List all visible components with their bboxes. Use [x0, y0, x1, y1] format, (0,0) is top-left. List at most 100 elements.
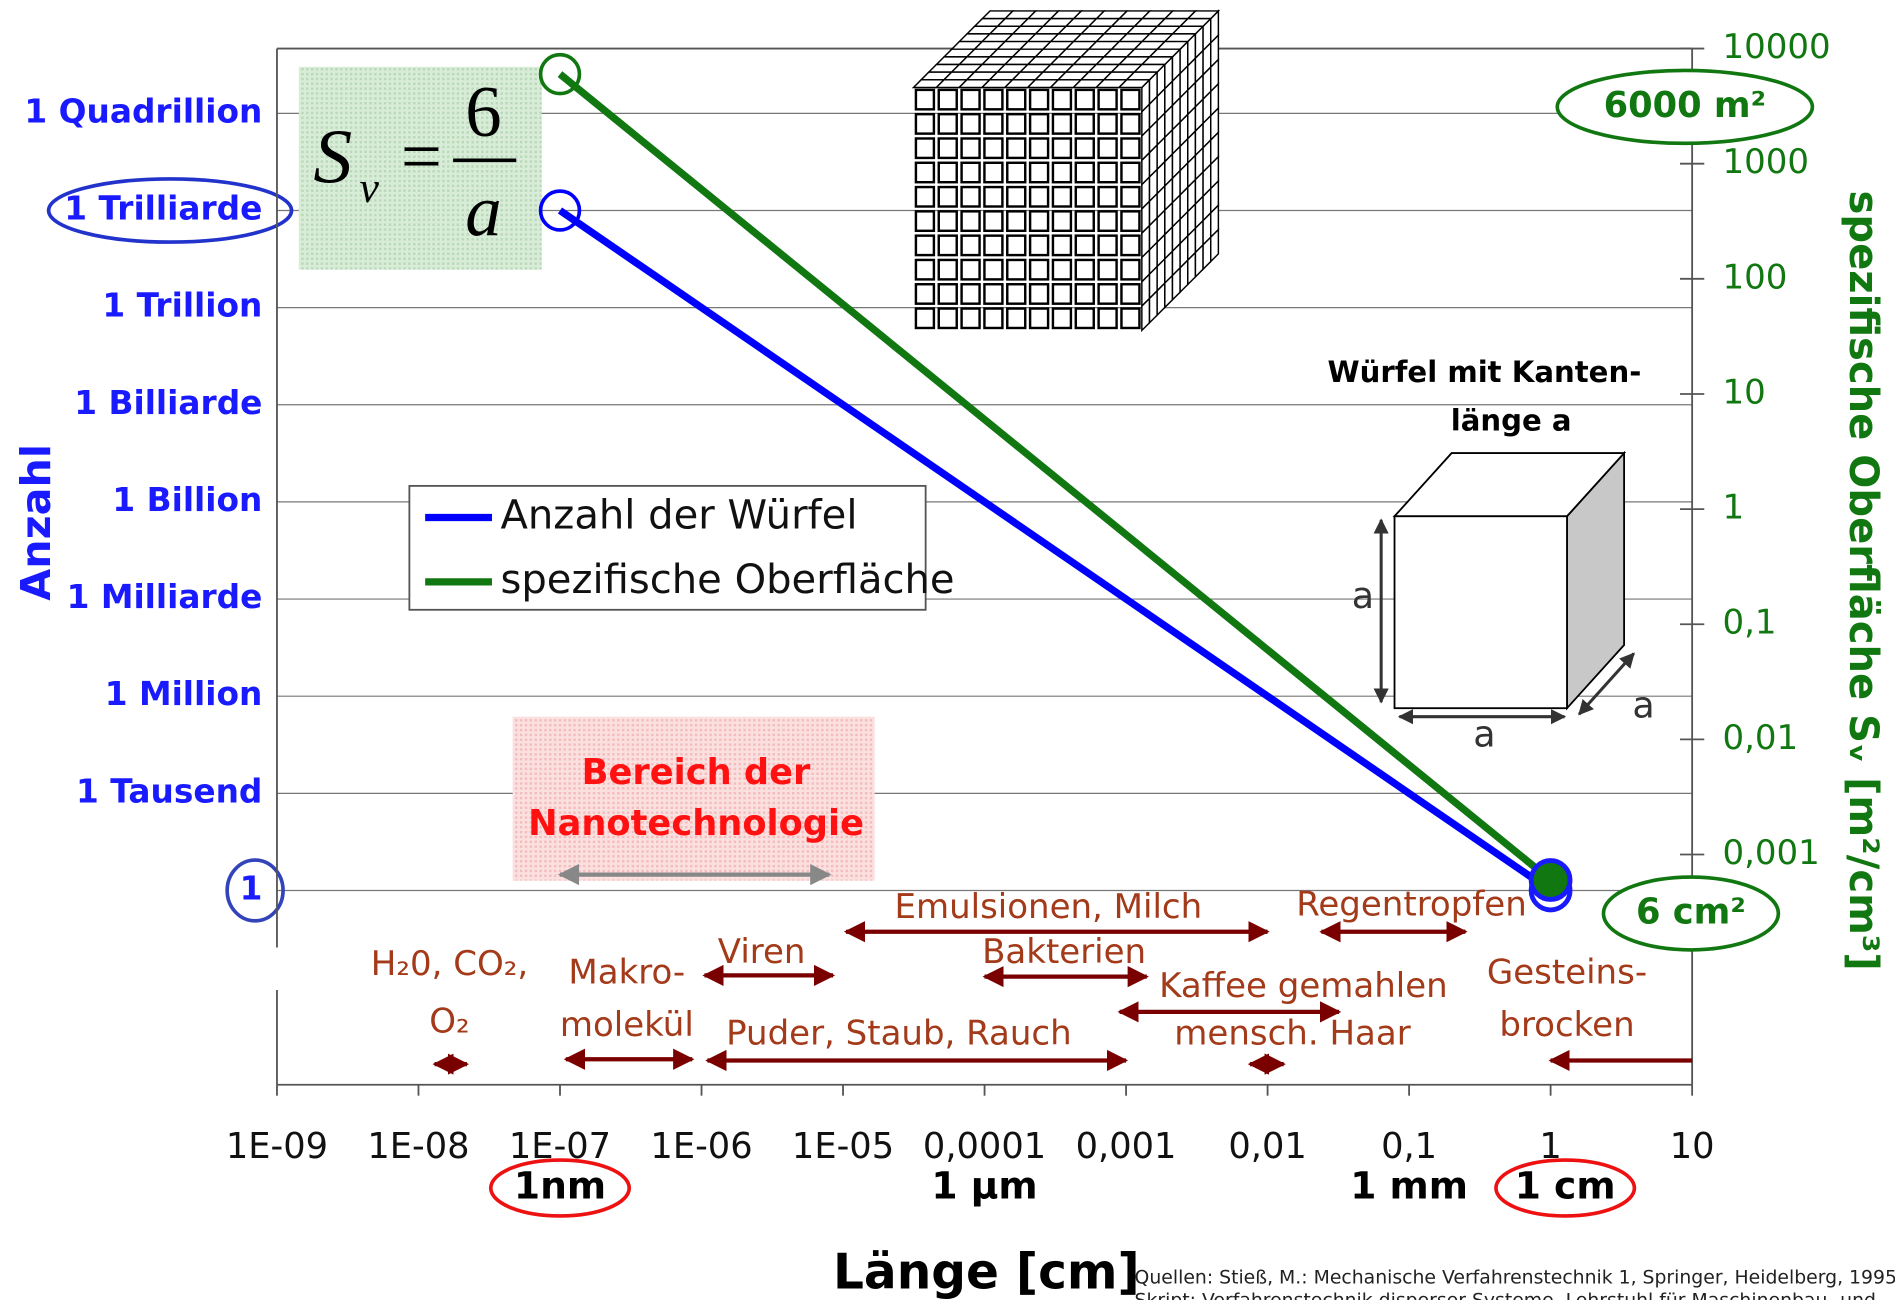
- cube-cell: [1121, 114, 1139, 133]
- cube-cell: [916, 211, 934, 230]
- cube-cell: [1053, 309, 1071, 328]
- range-label: Emulsionen, Milch: [894, 887, 1202, 927]
- chart: 11 Tausend1 Million1 Milliarde1 Billion1…: [0, 0, 1895, 1300]
- cube-cell: [1007, 236, 1025, 255]
- formula-denominator: a: [465, 170, 501, 251]
- legend-label: Anzahl der Würfel: [500, 492, 857, 538]
- y2-tick-label: 10: [1722, 372, 1765, 412]
- cube-cell: [1121, 309, 1139, 328]
- cube-cell: [1121, 211, 1139, 230]
- cube-cell: [1099, 211, 1117, 230]
- y2-tick-label: 1000: [1722, 142, 1809, 182]
- cube-cell: [1030, 309, 1048, 328]
- cube-cell: [916, 90, 934, 109]
- cube-cell: [1053, 187, 1071, 206]
- cube-cell: [1030, 138, 1048, 157]
- cube-cell: [984, 138, 1002, 157]
- source-text: Quellen: Stieß, M.: Mechanische Verfahre…: [1135, 1267, 1895, 1288]
- cube-cell: [1053, 236, 1071, 255]
- cube-cell: [1121, 138, 1139, 157]
- formula-numerator: 6: [465, 71, 501, 152]
- y2-axis-title: spezifische Oberfläche Sᵥ [m²/cm³]: [1840, 191, 1886, 971]
- cube-cell: [1030, 284, 1048, 303]
- cube-cell: [939, 260, 957, 279]
- cube-cell: [984, 90, 1002, 109]
- cube-cell: [1053, 114, 1071, 133]
- cube-cell: [962, 114, 980, 133]
- cube-cell: [1076, 187, 1094, 206]
- x-tick-label: 0,1: [1381, 1126, 1437, 1167]
- cube-cell: [1030, 236, 1048, 255]
- cube-cell: [1099, 138, 1117, 157]
- y-tick-label: 1 Billion: [112, 481, 262, 519]
- value-label: 6000 m²: [1604, 85, 1766, 126]
- cube-cell: [1053, 284, 1071, 303]
- cube-grid: [913, 11, 1218, 330]
- x-tick-label: 1E-08: [367, 1126, 469, 1167]
- cube-cell: [984, 309, 1002, 328]
- cube-cell: [1121, 260, 1139, 279]
- cube-cell: [1007, 260, 1025, 279]
- y2-tick-label: 0,001: [1722, 833, 1819, 873]
- cube-cell: [939, 138, 957, 157]
- formula-equals: =: [401, 116, 442, 197]
- y-tick-label: 1 Trillion: [102, 287, 262, 325]
- cube-cell: [1121, 236, 1139, 255]
- page: {"chart_data": { "type": "line", "x_titl…: [0, 0, 1895, 1300]
- cube-cell: [916, 187, 934, 206]
- x-tick-label: 1E-05: [792, 1126, 894, 1167]
- unit-label: 1 mm: [1350, 1164, 1468, 1208]
- range-label: Makro-: [568, 953, 685, 993]
- edge-label: a: [1473, 713, 1495, 756]
- y-tick-label: 1 Million: [105, 675, 263, 713]
- cube-cell: [916, 260, 934, 279]
- range-label: Kaffee gemahlen: [1159, 966, 1448, 1006]
- cube-cell: [1076, 309, 1094, 328]
- x-tick-label: 10: [1670, 1126, 1715, 1167]
- cube-cell: [1099, 163, 1117, 182]
- cube-cell: [1076, 163, 1094, 182]
- cube-cell: [1076, 90, 1094, 109]
- cube-cell: [1053, 163, 1071, 182]
- cube-cell: [1030, 260, 1048, 279]
- cube-cell: [916, 163, 934, 182]
- cube-cell: [1030, 114, 1048, 133]
- range-label: molekül: [560, 1005, 694, 1045]
- formula-subscript: v: [360, 164, 380, 212]
- cube-cell: [916, 138, 934, 157]
- cube-cell: [962, 163, 980, 182]
- cube-cell: [916, 309, 934, 328]
- cube-cell: [1053, 211, 1071, 230]
- cube-cell: [939, 114, 957, 133]
- y-tick-label: 1 Milliarde: [67, 578, 263, 616]
- cube-cell: [984, 187, 1002, 206]
- cube-cell: [962, 187, 980, 206]
- cube-cell: [1030, 211, 1048, 230]
- cube-cell: [984, 284, 1002, 303]
- cube-cell: [1030, 90, 1048, 109]
- legend-label: spezifische Oberfläche: [500, 557, 954, 603]
- value-label: 6 cm²: [1636, 891, 1746, 932]
- range-label: Puder, Staub, Rauch: [726, 1013, 1072, 1053]
- y-axis-title: Anzahl: [12, 444, 60, 601]
- cube-cell: [962, 284, 980, 303]
- cube-cell: [1007, 309, 1025, 328]
- cube-cell: [939, 163, 957, 182]
- cube-cell: [939, 187, 957, 206]
- formula-symbol: S: [313, 113, 352, 199]
- cube-cell: [1121, 187, 1139, 206]
- cube-cell: [1076, 138, 1094, 157]
- cube-cell: [1099, 309, 1117, 328]
- y2-tick-label: 1: [1722, 488, 1744, 528]
- cube-cell: [939, 211, 957, 230]
- range-label: O₂: [429, 1001, 469, 1041]
- y2-tick-label: 100: [1722, 257, 1787, 297]
- cube-caption: länge a: [1451, 404, 1572, 438]
- x-tick-label: 1E-06: [650, 1126, 752, 1167]
- cube-cell: [1030, 187, 1048, 206]
- y-tick-label: 1 Billiarde: [74, 384, 262, 422]
- cube-cell: [1053, 260, 1071, 279]
- range-label: H₂0, CO₂,: [371, 944, 528, 984]
- cube-cell: [1076, 211, 1094, 230]
- unit-label: 1nm: [514, 1164, 606, 1208]
